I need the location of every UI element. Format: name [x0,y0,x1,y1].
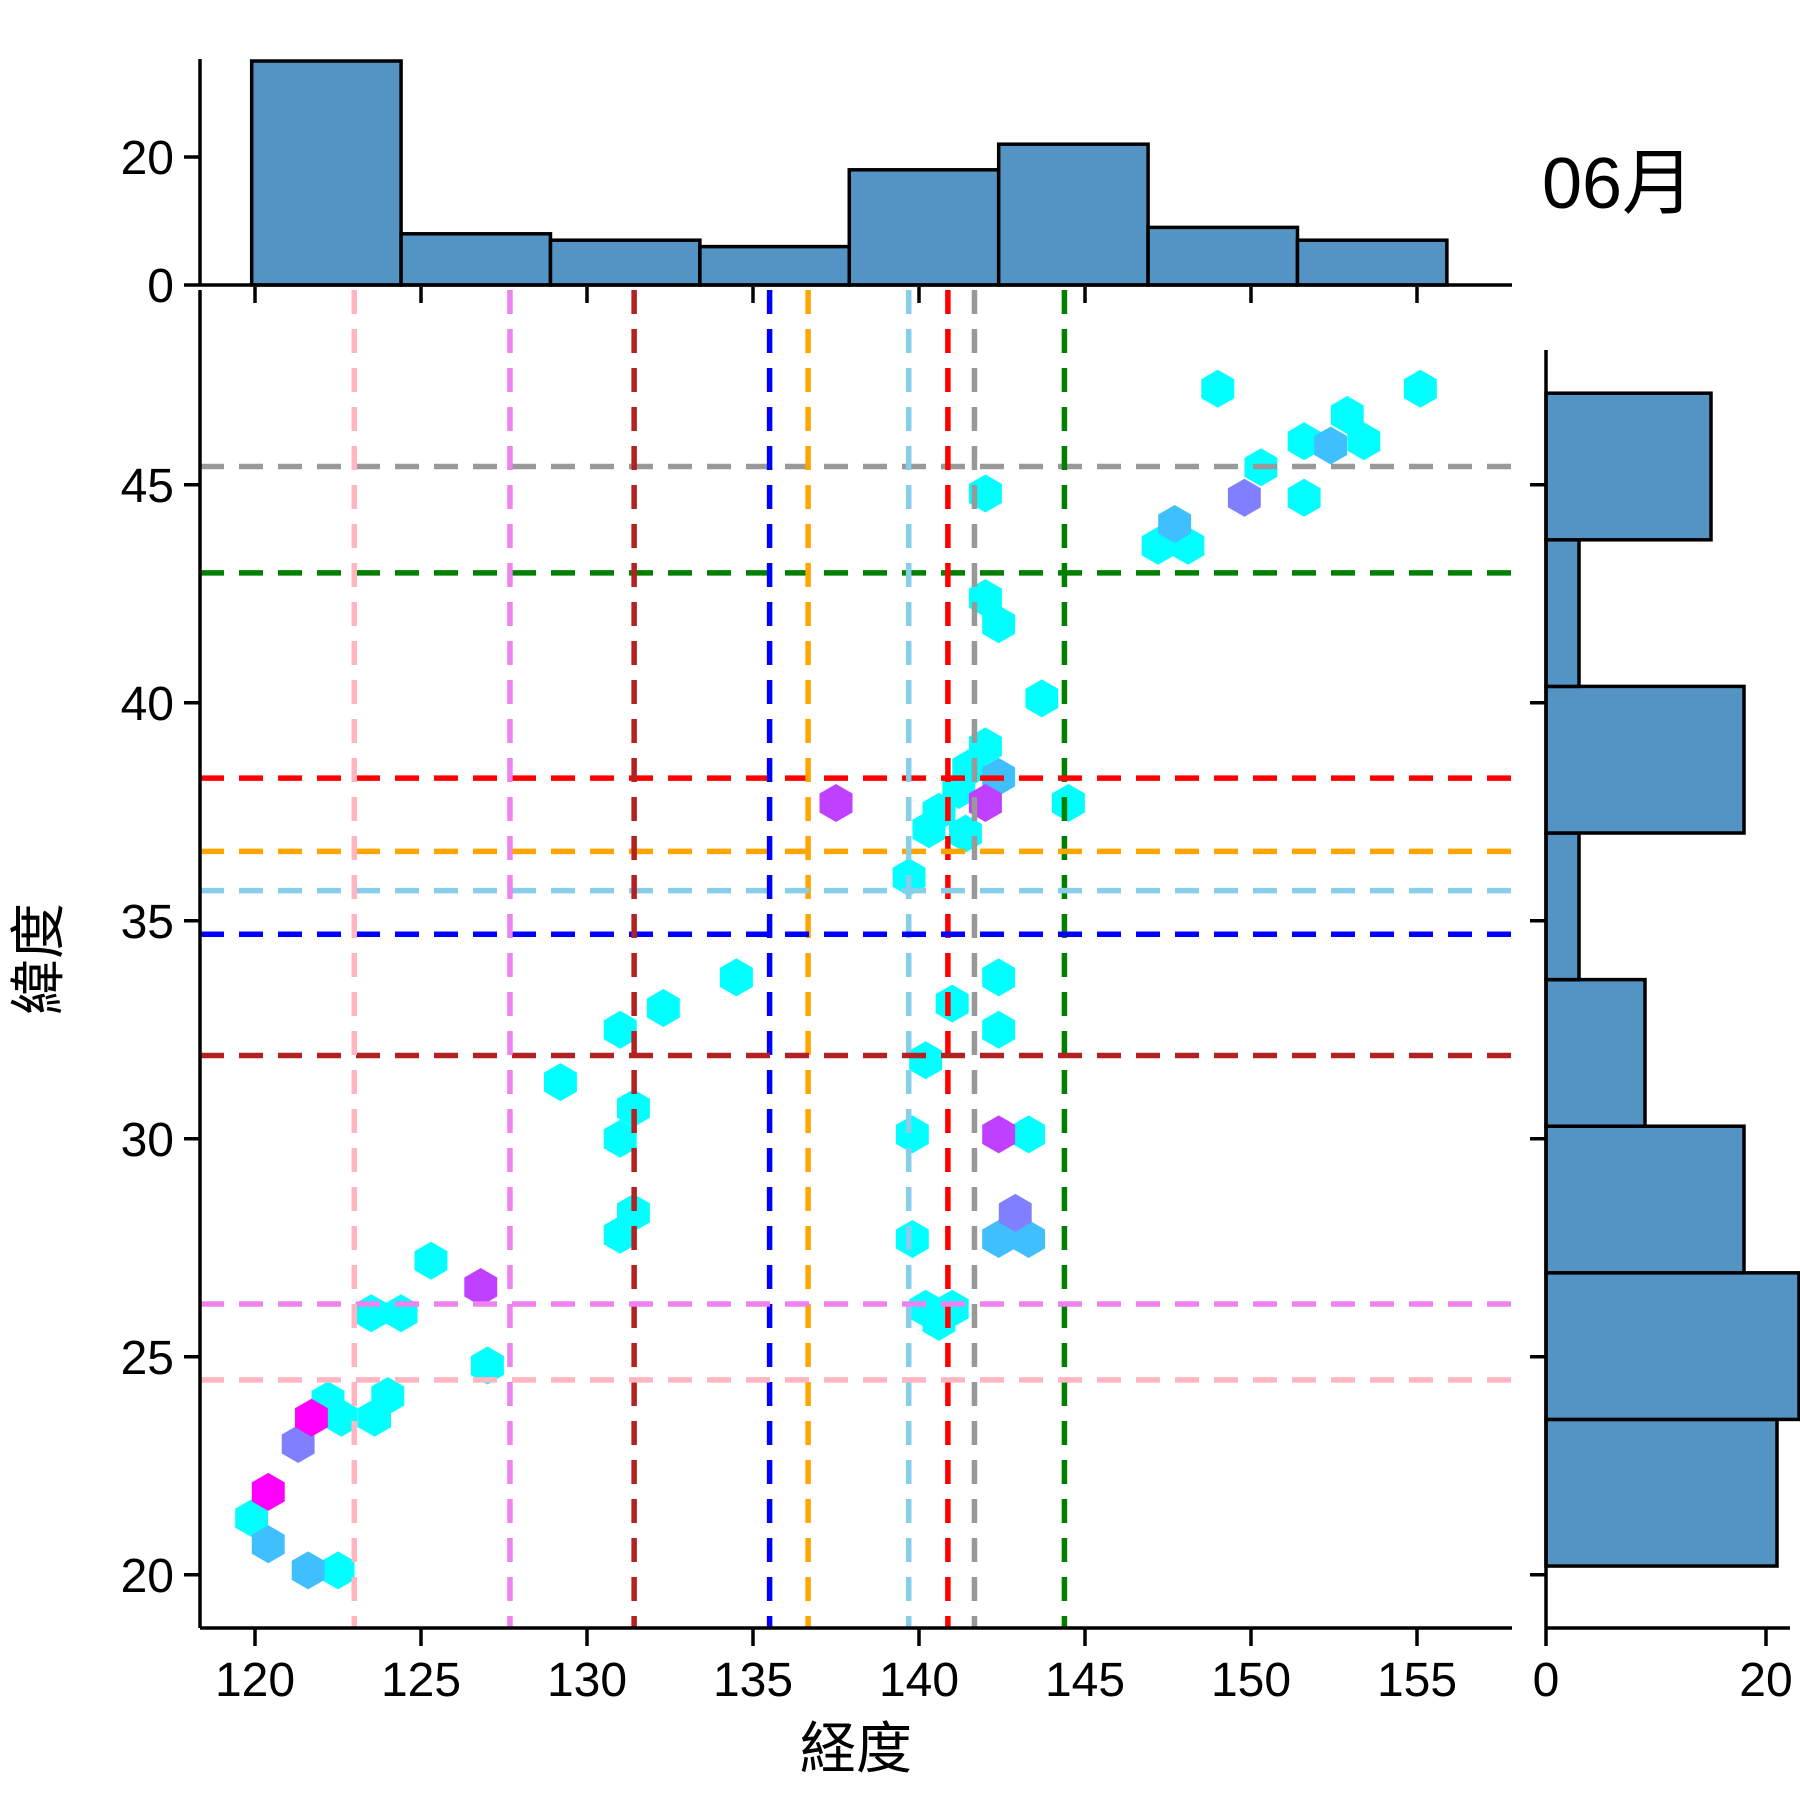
hex-point-cyan [1051,784,1085,822]
top-hist-bar [249,59,403,287]
hex-point-cyan [719,958,753,997]
hex-point-skyblue2 [251,1525,285,1564]
reference-lines-layer [200,290,1512,1628]
right-hist-tick-label: 0 [1533,1654,1560,1707]
right-hist-bar [1544,391,1713,542]
hex-point-cyan [617,1089,650,1128]
hex-point-cyan [470,1346,504,1385]
hex-point-cyan [1347,422,1381,461]
hex-point-skyblue2 [291,1551,325,1590]
hex-point-skyblue2 [1158,505,1192,543]
axes-layer: 120 125 130 135 140 145 150 155 20 25 30 35 40 45 [121,290,1512,1707]
hex-point-cyan [354,1294,388,1333]
hex-point-cyan [371,1377,405,1415]
hex-point-cyan [909,1041,943,1080]
top-hist-bar [1295,238,1449,287]
chart-title: 06月 [1542,144,1694,224]
top-hist-bar [399,232,553,287]
hex-point-magenta [251,1472,285,1511]
y-tick-label: 25 [121,1332,174,1385]
hex-point-periwinkle [1227,478,1261,517]
right-histogram-layer: 0 20 [1530,350,1800,1707]
hex-point-cyan [1201,369,1235,408]
top-histogram-layer: 0 20 [121,59,1512,313]
hex-point-cyan [982,1010,1016,1049]
right-hist-bar [1544,1271,1800,1422]
hex-point-cyan [895,1220,929,1258]
hex-point-cyan [1025,679,1059,718]
hex-point-cyan [603,1010,637,1049]
x-tick-label: 130 [547,1654,627,1707]
right-hist-tick-label: 20 [1739,1654,1792,1707]
hex-point-cyan [321,1551,355,1590]
hex-point-skyblue2 [1314,426,1348,465]
x-tick-label: 125 [381,1654,461,1707]
top-hist-bar [698,244,852,287]
x-tick-label: 135 [713,1654,793,1707]
hex-point-cyan [544,1063,577,1102]
right-hist-bar [1544,538,1581,689]
hex-point-cyan [1012,1115,1045,1154]
y-tick-label: 45 [121,460,174,513]
y-axis-label: 緯度 [7,903,70,1015]
x-tick-label: 150 [1211,1654,1291,1707]
y-tick-label: 40 [121,678,174,731]
hex-point-cyan [1403,369,1437,408]
y-tick-label: 20 [121,1550,174,1603]
x-tick-label: 145 [1045,1654,1125,1707]
top-hist-bar [996,142,1150,287]
right-hist-bar [1544,977,1647,1128]
hex-point-cyan [603,1215,637,1254]
right-hist-bar [1544,1417,1779,1568]
y-tick-label: 30 [121,1114,174,1167]
x-tick-label: 155 [1377,1654,1457,1707]
hex-point-cyan [384,1294,418,1333]
hex-point-cyan [1330,396,1364,434]
hex-point-cyan [414,1241,448,1280]
hex-point-cyan [895,1115,929,1154]
top-hist-tick-label: 0 [147,260,174,313]
x-tick-label: 120 [215,1654,295,1707]
hex-point-purple [464,1268,498,1306]
top-hist-tick-label: 20 [121,132,174,185]
x-tick-label: 140 [879,1654,959,1707]
hex-point-cyan [982,605,1016,644]
right-hist-bar [1544,831,1581,982]
hex-point-cyan [646,989,680,1027]
hex-point-cyan [1287,422,1321,461]
top-hist-bar [548,238,702,287]
hex-point-periwinkle [998,1193,1032,1232]
hex-point-cyan [603,1119,637,1158]
hex-point-cyan [235,1499,269,1538]
x-axis-label: 経度 [800,1717,912,1780]
hex-point-cyan [982,958,1016,997]
hex-point-purple [982,1115,1016,1154]
hex-point-skyblue2 [1012,1220,1045,1258]
scatter-points-layer [235,369,1437,1590]
right-hist-bar [1544,1124,1746,1275]
hex-point-cyan [935,984,969,1023]
hex-point-purple [819,784,853,822]
hex-point-cyan [1287,478,1321,517]
hex-point-periwinkle [281,1425,315,1463]
top-hist-bar [1146,225,1300,287]
hex-point-magenta [295,1398,328,1437]
hex-point-skyblue2 [982,1220,1016,1258]
top-hist-bar [847,168,1001,287]
right-hist-bar [1544,684,1746,835]
y-tick-label: 35 [121,896,174,949]
